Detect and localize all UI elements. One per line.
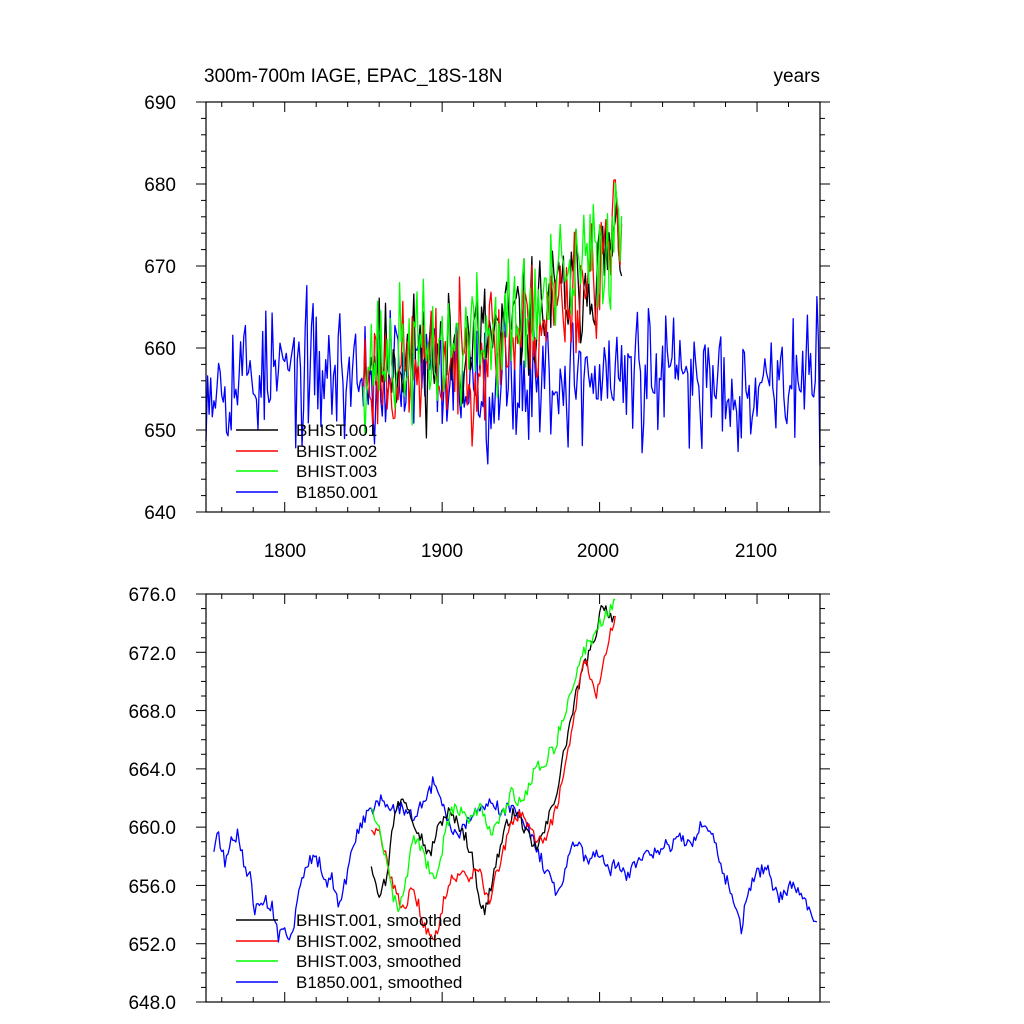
legend-label-b1850001-smoothed: B1850.001, smoothed — [296, 973, 462, 992]
bottom-axis-ticks — [196, 593, 830, 1003]
series-line-bhist-003-smoothed — [370, 598, 616, 913]
series-line-bhist-003 — [362, 182, 623, 436]
bottom-ytick-label: 668.0 — [128, 702, 176, 723]
legend-label-bhist002-smoothed: BHIST.002, smoothed — [296, 932, 461, 951]
legend-label-bhist001: BHIST.001 — [296, 421, 377, 440]
bottom-ytick-label: 672.0 — [128, 644, 176, 665]
top-xtick-label: 1800 — [264, 541, 306, 562]
series-line-b1850-001 — [205, 284, 821, 466]
bottom-ytick-label: 656.0 — [128, 877, 176, 898]
bottom-plot-area — [213, 598, 818, 943]
top-axis-ticks — [196, 101, 830, 513]
top-xtick-label: 2100 — [735, 541, 777, 562]
bottom-ytick-label: 660.0 — [128, 818, 176, 839]
bottom-ytick-label: 664.0 — [128, 760, 176, 781]
top-panel: 300m-700m IAGE, EPAC_18S-18N years 640 6… — [144, 66, 830, 562]
top-chart-title: 300m-700m IAGE, EPAC_18S-18N — [204, 66, 503, 87]
legend-label-bhist003: BHIST.003 — [296, 462, 377, 481]
top-plot-area — [205, 179, 821, 466]
legend-label-b1850001: B1850.001 — [296, 483, 378, 502]
top-ytick-label: 660 — [144, 339, 176, 360]
top-chart-units: years — [774, 66, 820, 87]
top-plot-frame — [205, 101, 821, 513]
top-ytick-label: 650 — [144, 421, 176, 442]
legend-label-bhist002: BHIST.002 — [296, 442, 377, 461]
legend-label-bhist001-smoothed: BHIST.001, smoothed — [296, 911, 461, 930]
series-line-bhist-001-smoothed — [370, 605, 615, 916]
series-line-bhist-002-smoothed — [370, 615, 616, 941]
top-xtick-label: 2000 — [577, 541, 619, 562]
series-line-bhist-002 — [362, 179, 623, 447]
legend-label-bhist003-smoothed: BHIST.003, smoothed — [296, 952, 461, 971]
bottom-panel: 648.0 652.0 656.0 660.0 664.0 668.0 672.… — [128, 585, 830, 1014]
top-legend: BHIST.001 BHIST.002 BHIST.003 B1850.001 — [236, 421, 378, 502]
top-ytick-label: 640 — [144, 503, 176, 524]
top-ytick-label: 690 — [144, 93, 176, 114]
bottom-legend: BHIST.001, smoothed BHIST.002, smoothed … — [236, 911, 462, 992]
top-ytick-label: 680 — [144, 175, 176, 196]
series-line-b1850-001-smoothed — [213, 776, 818, 943]
top-ytick-label: 670 — [144, 257, 176, 278]
bottom-ytick-label: 676.0 — [128, 585, 176, 606]
bottom-ytick-label: 652.0 — [128, 935, 176, 956]
top-xtick-label: 1900 — [421, 541, 463, 562]
bottom-ytick-label: 648.0 — [128, 993, 176, 1014]
